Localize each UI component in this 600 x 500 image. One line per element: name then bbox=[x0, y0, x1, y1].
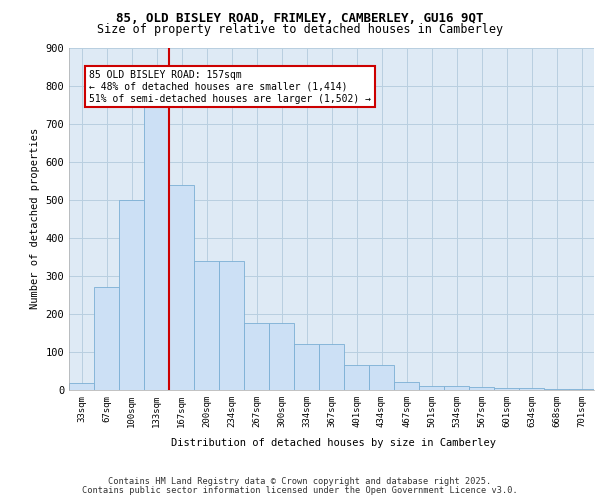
Bar bbox=[544, 389, 569, 390]
Bar bbox=[569, 389, 594, 390]
Y-axis label: Number of detached properties: Number of detached properties bbox=[30, 128, 40, 310]
Text: Distribution of detached houses by size in Camberley: Distribution of detached houses by size … bbox=[170, 438, 496, 448]
Bar bbox=[169, 184, 194, 390]
Bar bbox=[319, 344, 344, 390]
Bar bbox=[244, 324, 269, 390]
Bar bbox=[69, 383, 94, 390]
Bar bbox=[469, 388, 494, 390]
Bar bbox=[294, 344, 319, 390]
Bar bbox=[144, 104, 169, 390]
Bar bbox=[419, 386, 444, 390]
Bar bbox=[194, 260, 219, 390]
Bar bbox=[444, 386, 469, 390]
Text: Size of property relative to detached houses in Camberley: Size of property relative to detached ho… bbox=[97, 22, 503, 36]
Bar bbox=[369, 366, 394, 390]
Bar bbox=[394, 382, 419, 390]
Bar bbox=[519, 388, 544, 390]
Text: 85, OLD BISLEY ROAD, FRIMLEY, CAMBERLEY, GU16 9QT: 85, OLD BISLEY ROAD, FRIMLEY, CAMBERLEY,… bbox=[116, 12, 484, 26]
Bar bbox=[494, 388, 519, 390]
Text: Contains HM Land Registry data © Crown copyright and database right 2025.: Contains HM Land Registry data © Crown c… bbox=[109, 477, 491, 486]
Bar bbox=[269, 324, 294, 390]
Bar bbox=[119, 200, 144, 390]
Text: 85 OLD BISLEY ROAD: 157sqm
← 48% of detached houses are smaller (1,414)
51% of s: 85 OLD BISLEY ROAD: 157sqm ← 48% of deta… bbox=[89, 70, 371, 104]
Bar bbox=[219, 260, 244, 390]
Bar bbox=[344, 366, 369, 390]
Bar bbox=[94, 287, 119, 390]
Text: Contains public sector information licensed under the Open Government Licence v3: Contains public sector information licen… bbox=[82, 486, 518, 495]
